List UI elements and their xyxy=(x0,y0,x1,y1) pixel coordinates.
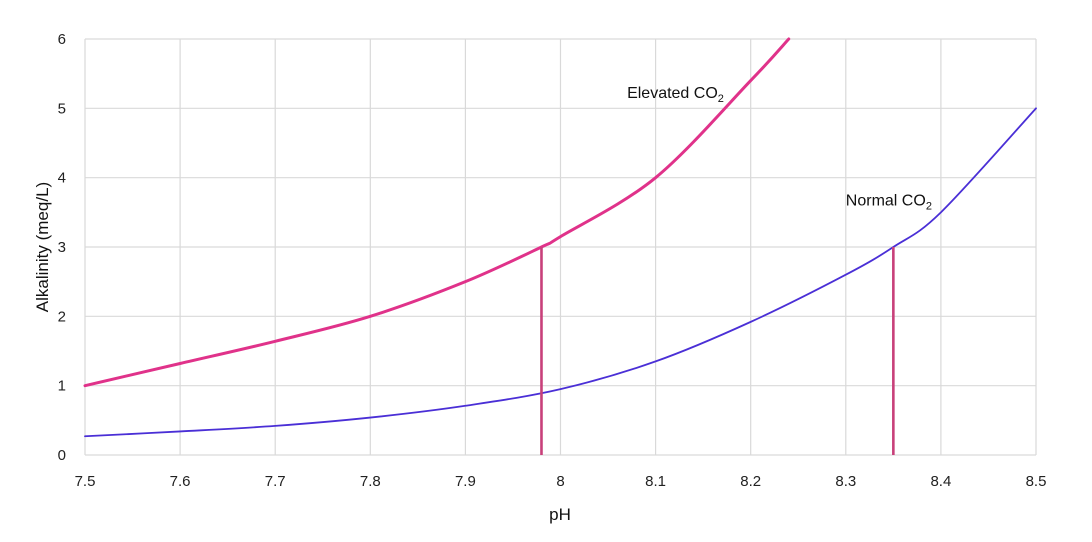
y-axis-label: Alkalinity (meq/L) xyxy=(33,182,52,312)
series-line-normal-co2 xyxy=(84,107,1037,438)
x-tick-label: 8.2 xyxy=(740,473,761,490)
x-tick-label: 8 xyxy=(556,473,564,490)
annotation-elevated: Elevated CO2 xyxy=(627,85,724,105)
x-tick-label: 8.3 xyxy=(835,473,856,490)
y-tick-label: 2 xyxy=(58,308,66,325)
series-line-elevated-co2 xyxy=(83,37,791,388)
y-tick-label: 3 xyxy=(58,239,66,256)
y-tick-label: 6 xyxy=(58,31,66,48)
x-tick-label: 8.5 xyxy=(1026,473,1047,490)
y-tick-label: 1 xyxy=(58,378,66,395)
x-tick-label: 7.9 xyxy=(455,473,476,490)
y-tick-label: 5 xyxy=(58,100,66,117)
tick-labels: 7.5 7.6 7.7 7.8 7.9 8 8.1 8.2 8.3 8.4 8.5 0 1 2 3 4 5 6 xyxy=(58,31,1047,490)
chart-marks xyxy=(83,37,1037,455)
y-tick-label: 4 xyxy=(58,170,66,187)
x-tick-label: 7.7 xyxy=(265,473,286,490)
x-tick-label: 7.8 xyxy=(360,473,381,490)
y-tick-label: 0 xyxy=(58,447,66,464)
x-tick-label: 8.4 xyxy=(930,473,951,490)
x-tick-label: 8.1 xyxy=(645,473,666,490)
annotation-normal: Normal CO2 xyxy=(846,192,932,212)
x-tick-label: 7.5 xyxy=(75,473,96,490)
x-tick-label: 7.6 xyxy=(170,473,191,490)
annotations: Elevated CO2 Normal CO2 xyxy=(627,85,932,212)
x-axis-label: pH xyxy=(549,505,571,524)
